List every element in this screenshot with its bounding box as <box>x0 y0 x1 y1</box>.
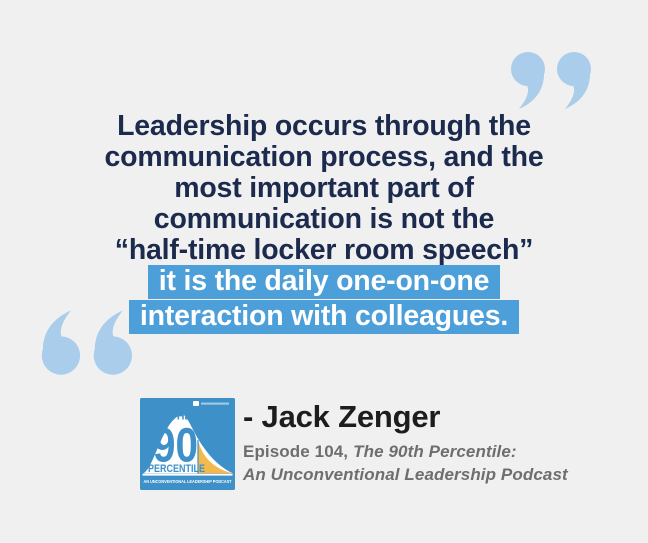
quote-text: Leadership occurs through the communicat… <box>0 111 648 334</box>
quote-line: communication is not the <box>153 203 495 235</box>
quote-line: Leadership occurs through the <box>117 110 531 142</box>
highlighted-quote-row: it is the daily one-on-one <box>0 265 648 299</box>
brand-mark-icon <box>193 401 199 406</box>
episode-line: An Unconventional Leadership Podcast <box>243 464 568 487</box>
podcast-title-part2: An Unconventional Leadership Podcast <box>243 464 568 484</box>
quote-line: most important part of <box>174 172 474 204</box>
quote-line: communication process, and the <box>104 141 544 173</box>
brand-mark-text <box>201 402 229 405</box>
percentile-tail-shape <box>198 440 233 474</box>
episode-line: Episode 104, The 90th Percentile: <box>243 441 568 464</box>
episode-number: Episode 104, <box>243 442 349 461</box>
bell-curve-shape <box>143 415 233 474</box>
logo-tagline: AN UNCONVENTIONAL LEADERSHIP PODCAST <box>144 479 232 484</box>
podcast-logo: THE 90 th PERCENTILE AN UNCONVENTIONAL L… <box>140 398 235 490</box>
opening-quote-icon <box>41 310 132 375</box>
highlighted-quote-line: it is the daily one-on-one <box>147 265 501 299</box>
logo-divider-line <box>142 473 233 476</box>
logo-word-percentile: PERCENTILE <box>148 463 205 475</box>
logo-ordinal-th: th <box>198 419 207 430</box>
quote-line: “half-time locker room speech” <box>114 234 534 266</box>
episode-info: Episode 104, The 90th Percentile: An Unco… <box>243 441 568 486</box>
podcast-title-part1: The 90th Percentile: <box>353 442 517 461</box>
author-name: - Jack Zenger <box>243 399 441 434</box>
highlighted-quote-line: interaction with colleagues. <box>128 300 520 334</box>
logo-number-90: 90 <box>153 420 198 473</box>
highlighted-quote-row: interaction with colleagues. <box>0 300 648 334</box>
logo-word-the: THE <box>171 411 192 423</box>
closing-quote-icon <box>511 52 591 109</box>
